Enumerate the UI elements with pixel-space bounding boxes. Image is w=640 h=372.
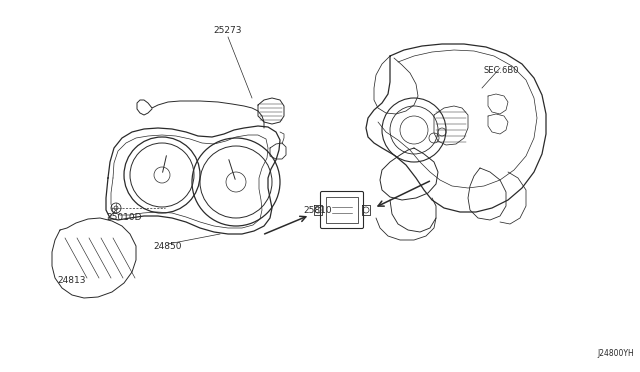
Text: J24800YH: J24800YH [597,349,634,358]
Bar [326,197,358,223]
Text: 25010D: 25010D [106,213,141,222]
Text: 24813: 24813 [58,276,86,285]
Text: 24850: 24850 [154,242,182,251]
Text: SEC.6B0: SEC.6B0 [484,66,520,75]
Text: 25273: 25273 [214,26,243,35]
Text: 25810: 25810 [303,205,332,215]
